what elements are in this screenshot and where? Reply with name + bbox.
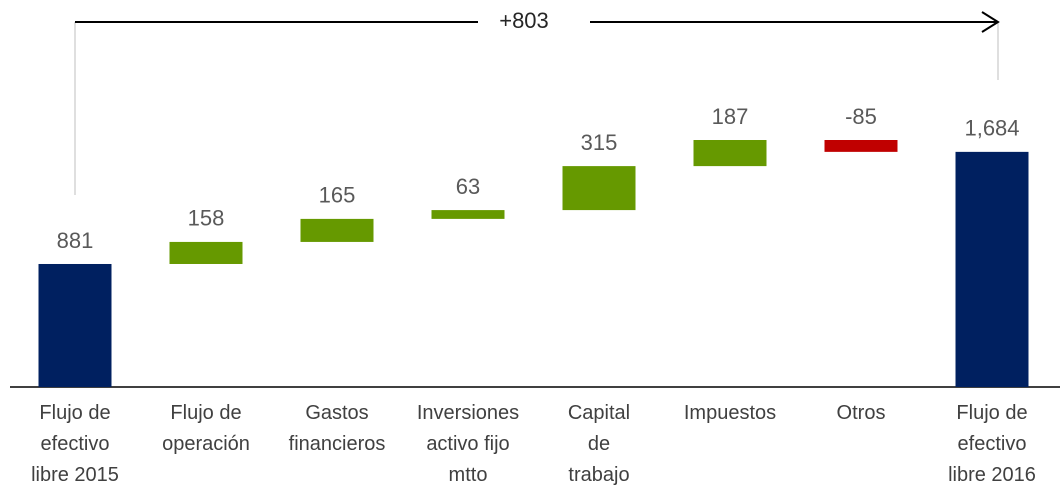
value-label: 187 (712, 104, 749, 129)
value-label: 881 (57, 228, 94, 253)
value-label: 315 (581, 130, 618, 155)
value-label: -85 (845, 104, 877, 129)
annotation: +803 (499, 8, 549, 33)
bar (824, 140, 898, 152)
bar (300, 218, 374, 242)
x-tick-label: Otros (836, 402, 886, 424)
bar (38, 263, 112, 387)
x-tick-label: Inversiones activo fijo mtto (416, 402, 520, 486)
x-tick-label: Flujo de efectivo libre 2015 (31, 402, 119, 486)
arrow-head (981, 11, 1000, 33)
x-tick-label: Capital de trabajo (567, 402, 631, 486)
x-tick-label: Gastos financieros (288, 402, 386, 455)
value-label: 1,684 (964, 116, 1019, 141)
x-tick-label: Impuestos (683, 402, 777, 424)
value-label: 63 (456, 174, 480, 199)
value-label: 158 (188, 206, 225, 231)
bar (693, 140, 767, 167)
x-tick-label: Flujo de operación (162, 402, 250, 455)
bar (562, 166, 636, 211)
bar (169, 241, 243, 264)
value-label: 165 (319, 183, 356, 208)
bar (955, 151, 1029, 387)
x-tick-label: Flujo de efectivo libre 2016 (948, 402, 1036, 486)
bar (431, 210, 505, 219)
